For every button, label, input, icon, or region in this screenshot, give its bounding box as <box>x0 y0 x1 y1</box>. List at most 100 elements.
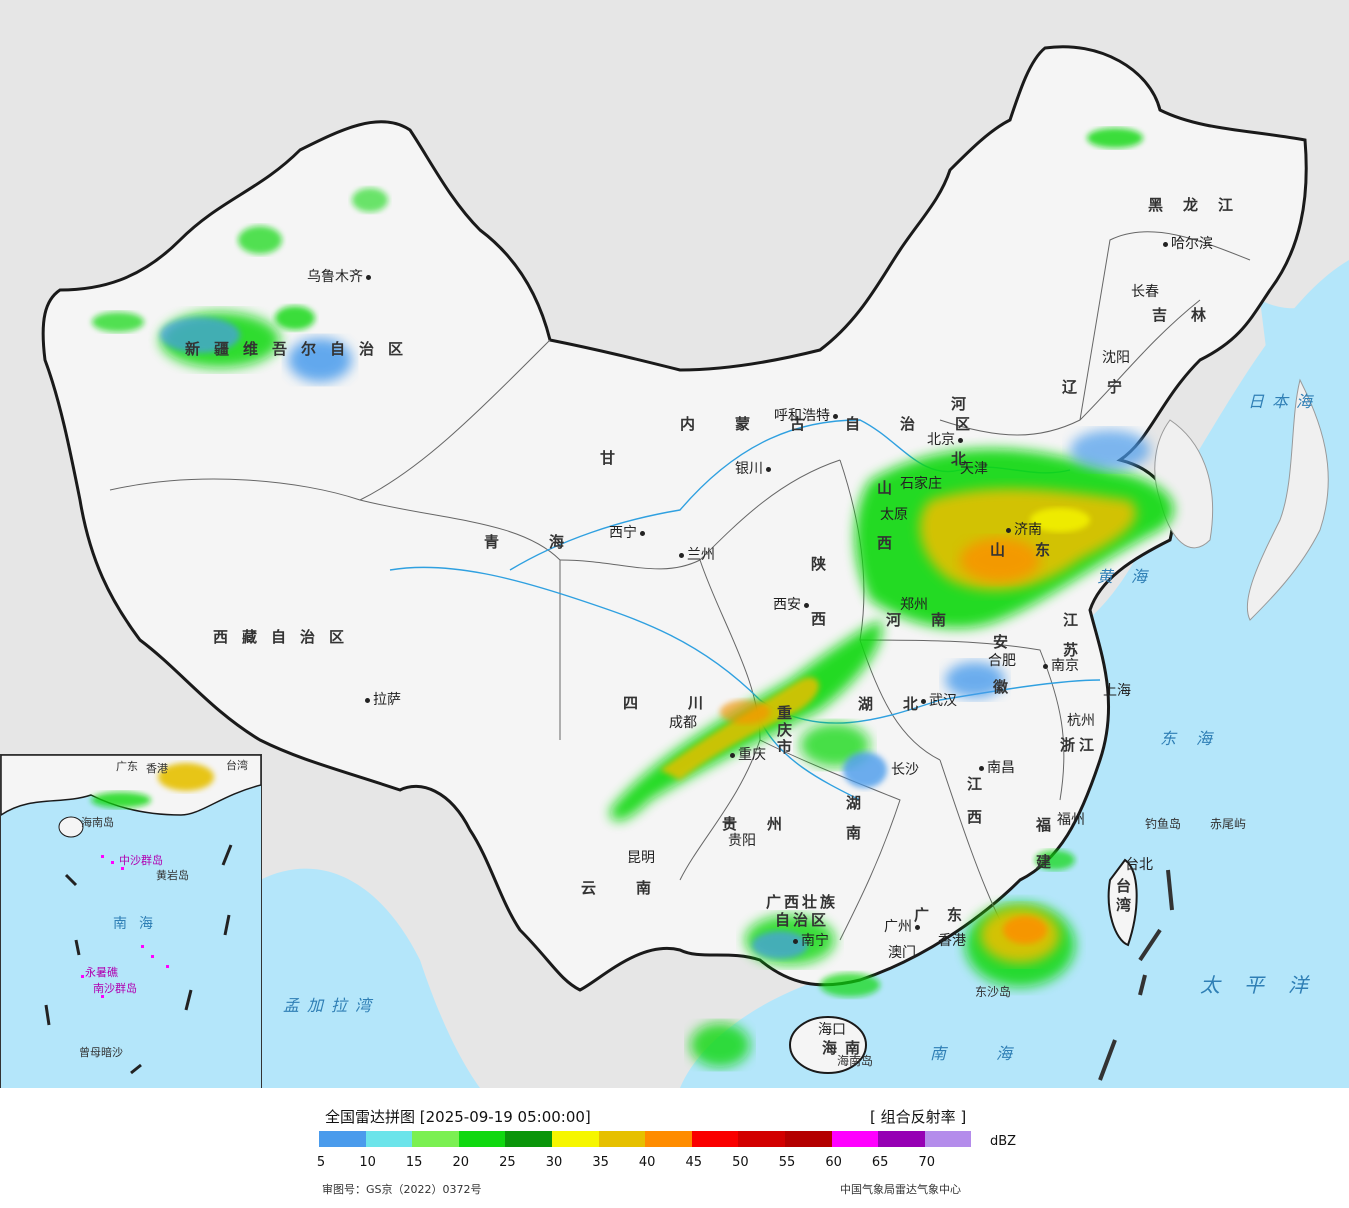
region-label-xinjiang: 新疆维吾尔自治区 <box>185 340 418 358</box>
city-hangzhou: 杭州 <box>1067 713 1095 729</box>
inset-label-hongkong: 香港 <box>146 762 168 775</box>
city-hohhot: 呼和浩特 <box>774 409 841 423</box>
region-label-guizhou: 贵州 <box>722 815 813 833</box>
region-label-yunnan: 云南 <box>581 879 692 897</box>
maritime-boundary-dashes <box>1098 869 1174 1081</box>
city-hefei: 合肥 <box>988 653 1016 669</box>
scale-tick-label: 15 <box>405 1155 423 1170</box>
japan-islands <box>1246 378 1329 621</box>
sea-label-east: 东海 <box>1160 729 1233 748</box>
inset-label-taiwan: 台湾 <box>226 759 248 772</box>
radar-map: 新疆维吾尔自治区 西藏自治区 青海 甘 内蒙古自治区 黑龙江 吉林 辽宁 河北 … <box>0 0 1349 1089</box>
color-swatch-40 <box>645 1131 692 1147</box>
province-boundaries <box>109 231 1251 941</box>
region-label-qinghai: 青海 <box>484 533 615 551</box>
inset-canvas <box>1 755 261 1075</box>
region-label-shaanxi: 陕西 <box>809 556 827 666</box>
city-nanchang: 南昌 <box>976 761 1015 775</box>
city-chongqing: 重庆 <box>727 748 766 762</box>
scale-tick-label: 65 <box>871 1155 889 1170</box>
color-swatch-15 <box>412 1131 459 1147</box>
east-sea-region <box>680 260 1349 1088</box>
color-swatch-25 <box>505 1131 552 1147</box>
sea-label-yellow: 黄海 <box>1097 567 1166 586</box>
legend-title: 全国雷达拼图 [2025-09-19 05:00:00] <box>325 1108 591 1126</box>
south-china-sea-inset: 广东 香港 台湾 海南岛 中沙群岛 黄岩岛 南海 永暑礁 南沙群岛 曾母暗沙 <box>0 754 262 1088</box>
city-fuzhou: 福州 <box>1057 812 1085 828</box>
scale-tick-label: 25 <box>499 1155 516 1170</box>
legend-unit: dBZ <box>990 1134 1017 1149</box>
color-swatch-20 <box>458 1131 506 1147</box>
region-label-hunan: 湖南 <box>844 795 862 855</box>
taiwan-island <box>1107 858 1138 947</box>
city-guiyang: 贵阳 <box>728 833 756 849</box>
sea-label-japan: 日本海 <box>1248 392 1321 411</box>
sea-label-bengal: 孟加拉湾 <box>283 996 380 1015</box>
region-label-shandong: 山东 <box>990 541 1081 559</box>
city-nanjing: 南京 <box>1040 659 1079 673</box>
inset-label-zengmu: 曾母暗沙 <box>79 1046 123 1059</box>
color-swatch-65 <box>878 1131 925 1147</box>
color-swatch-50 <box>738 1131 785 1147</box>
scale-tick-label: 40 <box>638 1155 656 1170</box>
city-hongkong: 香港 <box>938 933 966 949</box>
scale-tick-label: 20 <box>452 1155 470 1170</box>
region-label-hubei: 湖北 <box>858 695 949 713</box>
color-swatch-35 <box>598 1131 646 1147</box>
legend-product: [ 组合反射率 ] <box>870 1108 967 1126</box>
region-label-zhejiang: 浙江 <box>1060 736 1099 754</box>
scale-tick-label: 30 <box>545 1155 563 1170</box>
inset-label-zhongsha: 中沙群岛 <box>119 854 163 867</box>
city-guangzhou: 广州 <box>884 920 923 934</box>
city-jinan: 济南 <box>1003 523 1042 537</box>
city-macau: 澳门 <box>888 945 916 961</box>
inset-label-nansha: 南沙群岛 <box>93 982 137 995</box>
city-harbin: 哈尔滨 <box>1160 237 1213 251</box>
city-lhasa: 拉萨 <box>362 693 401 707</box>
city-shanghai: 上海 <box>1103 683 1131 699</box>
city-zhengzhou: 郑州 <box>900 597 928 613</box>
sea-label-pacific: 太平洋 <box>1200 973 1332 997</box>
city-chengdu: 成都 <box>669 715 697 731</box>
scale-tick-label: 55 <box>778 1155 796 1170</box>
region-label-hebei: 河北 <box>949 396 967 506</box>
region-label-anhui: 安徽 <box>991 634 1009 724</box>
city-lanzhou: 兰州 <box>676 548 715 562</box>
hainan-island <box>789 1016 867 1074</box>
city-shijiazhuang: 石家庄 <box>900 476 942 492</box>
color-swatch-30 <box>551 1131 599 1147</box>
city-kunming: 昆明 <box>627 850 655 866</box>
color-scale-bar <box>319 1131 972 1147</box>
island-chiwei: 赤尾屿 <box>1210 817 1247 831</box>
region-label-liaoning: 辽宁 <box>1062 378 1153 396</box>
scale-tick-label: 5 <box>316 1155 326 1170</box>
inset-label-yongshu: 永暑礁 <box>85 966 118 979</box>
region-label-jilin: 吉林 <box>1152 306 1231 324</box>
source-credit: 中国气象局雷达气象中心 <box>840 1183 961 1196</box>
island-diaoyu: 钓鱼岛 <box>1145 817 1182 831</box>
region-label-jiangsu: 江苏 <box>1061 612 1079 672</box>
region-label-jiangxi: 江西 <box>965 776 983 842</box>
city-xining: 西宁 <box>609 526 648 540</box>
color-swatch-5 <box>319 1131 366 1147</box>
scale-tick-label: 50 <box>732 1155 749 1170</box>
region-label-guangdong: 广东 <box>914 906 981 924</box>
legend-panel: 全国雷达拼图 [2025-09-19 05:00:00] [ 组合反射率 ] 5… <box>0 1088 1349 1208</box>
map-canvas <box>41 45 1349 1088</box>
japan-sea-region <box>1260 280 1349 480</box>
region-label-sichuan: 四川 <box>623 694 754 712</box>
region-label-xizang: 西藏自治区 <box>213 628 359 646</box>
city-shenyang: 沈阳 <box>1102 350 1130 366</box>
inset-label-hainan: 海南岛 <box>81 816 114 829</box>
scale-tick-label: 10 <box>359 1155 376 1170</box>
region-label-hainan: 海南 <box>822 1039 869 1057</box>
island-dongsha: 东沙岛 <box>975 985 1012 999</box>
color-swatch-60 <box>831 1131 879 1147</box>
inset-label-huangyan: 黄岩岛 <box>156 869 189 882</box>
region-label-shanxi: 山西 <box>875 480 893 590</box>
sea-label-south-china: 南海 <box>930 1044 1063 1063</box>
bay-of-bengal-region <box>260 868 480 1088</box>
region-label-guangxi: 广西壮族自治区 <box>765 893 838 929</box>
city-beijing: 北京 <box>927 433 966 447</box>
radar-echoes <box>92 128 1174 1067</box>
